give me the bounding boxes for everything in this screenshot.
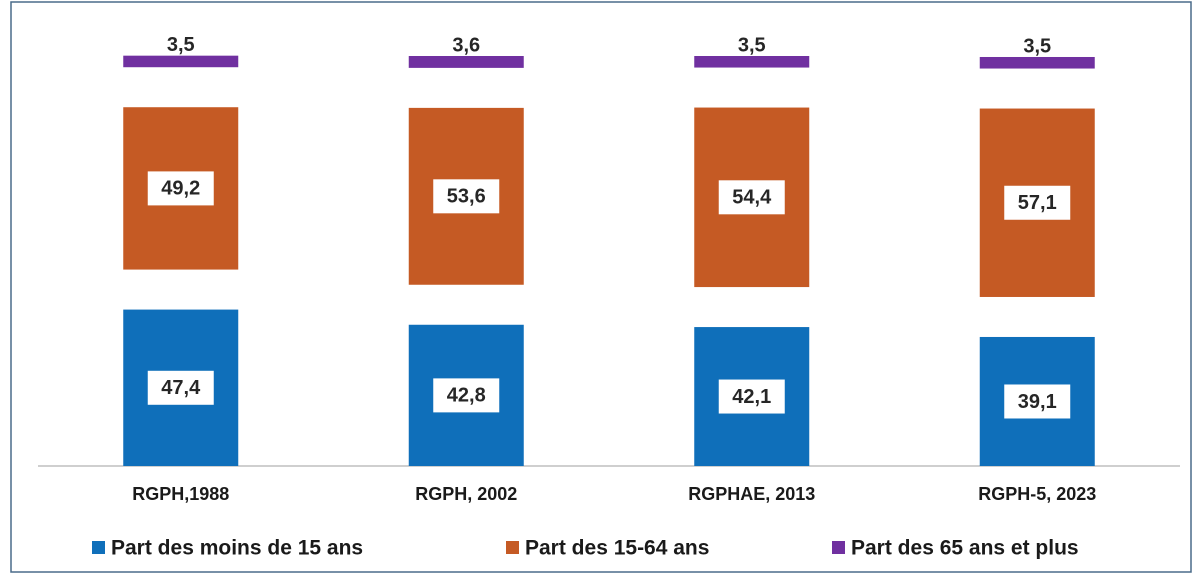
x-tick-label: RGPH-5, 2023 bbox=[978, 484, 1096, 504]
data-label-box bbox=[718, 379, 785, 414]
bar-segment bbox=[694, 56, 810, 68]
data-label: 47,4 bbox=[161, 377, 201, 399]
x-tick-label: RGPHAE, 2013 bbox=[688, 484, 815, 504]
data-label: 3,5 bbox=[167, 34, 195, 56]
bar-segment bbox=[408, 56, 524, 68]
chart-border bbox=[10, 1, 1192, 573]
data-label-box bbox=[433, 179, 500, 214]
x-tick-label: RGPH,1988 bbox=[132, 484, 229, 504]
data-label: 3,6 bbox=[452, 34, 480, 56]
data-label-box bbox=[718, 180, 785, 215]
legend-swatch bbox=[92, 541, 105, 554]
bar-segment bbox=[979, 56, 1095, 69]
bar-segment bbox=[123, 55, 239, 68]
data-label: 57,1 bbox=[1018, 192, 1057, 214]
data-label: 42,8 bbox=[447, 385, 486, 407]
data-label: 39,1 bbox=[1018, 391, 1057, 413]
legend-label: Part des 15-64 ans bbox=[525, 537, 709, 560]
data-label: 3,5 bbox=[1023, 35, 1051, 57]
legend-swatch bbox=[832, 541, 845, 554]
data-label-box bbox=[1004, 185, 1071, 220]
data-label-box bbox=[1004, 384, 1071, 419]
legend-swatch bbox=[506, 541, 519, 554]
data-label: 42,1 bbox=[732, 386, 771, 408]
data-label: 49,2 bbox=[161, 178, 200, 200]
data-label: 3,5 bbox=[738, 34, 766, 56]
data-label: 54,4 bbox=[732, 187, 772, 209]
legend-label: Part des 65 ans et plus bbox=[851, 537, 1079, 560]
data-label-box bbox=[147, 171, 214, 206]
data-label-box bbox=[147, 370, 214, 405]
x-tick-label: RGPH, 2002 bbox=[415, 484, 517, 504]
legend-label: Part des moins de 15 ans bbox=[111, 537, 363, 560]
data-label: 53,6 bbox=[447, 186, 486, 208]
data-label-box bbox=[433, 378, 500, 413]
